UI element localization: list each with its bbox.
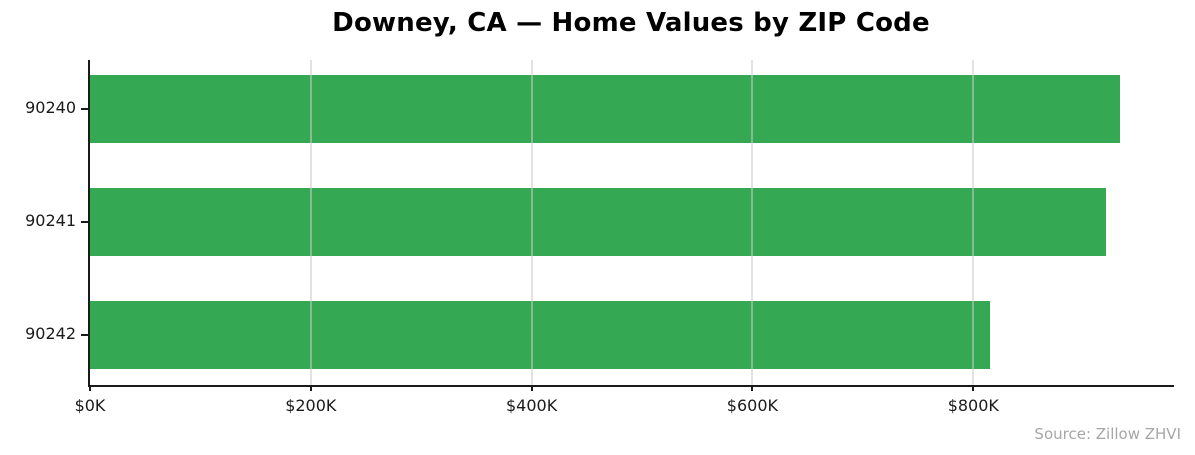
x-tick-label-$0K: $0K <box>74 396 106 415</box>
x-tick-mark-$400K <box>530 385 533 391</box>
source-note: Source: Zillow ZHVI <box>1034 425 1181 443</box>
y-tick-label-90242: 90242 <box>25 324 76 343</box>
x-tick-mark-$600K <box>751 385 754 391</box>
plot-area <box>88 60 1174 387</box>
bar-90242 <box>90 301 990 369</box>
x-tick-mark-$200K <box>309 385 312 391</box>
bar-90241 <box>90 188 1106 256</box>
x-tick-mark-$800K <box>972 385 975 391</box>
x-tick-label-$400K: $400K <box>505 396 558 415</box>
x-tick-label-$200K: $200K <box>285 396 337 415</box>
y-tick-mark-90242 <box>81 334 88 336</box>
gridline-$200K <box>309 60 312 385</box>
y-tick-mark-90241 <box>81 221 88 223</box>
x-tick-label-$600K: $600K <box>726 396 778 415</box>
y-tick-label-90240: 90240 <box>25 98 76 117</box>
x-tick-label-$800K: $800K <box>947 396 999 415</box>
gridline-$600K <box>751 60 754 385</box>
y-tick-label-90241: 90241 <box>25 211 76 230</box>
bar-90240 <box>90 75 1121 143</box>
x-tick-mark-$0K <box>89 385 91 391</box>
y-tick-mark-90240 <box>81 108 88 110</box>
gridline-$800K <box>972 60 975 385</box>
chart-title: Downey, CA — Home Values by ZIP Code <box>332 8 930 38</box>
gridline-$400K <box>530 60 533 385</box>
